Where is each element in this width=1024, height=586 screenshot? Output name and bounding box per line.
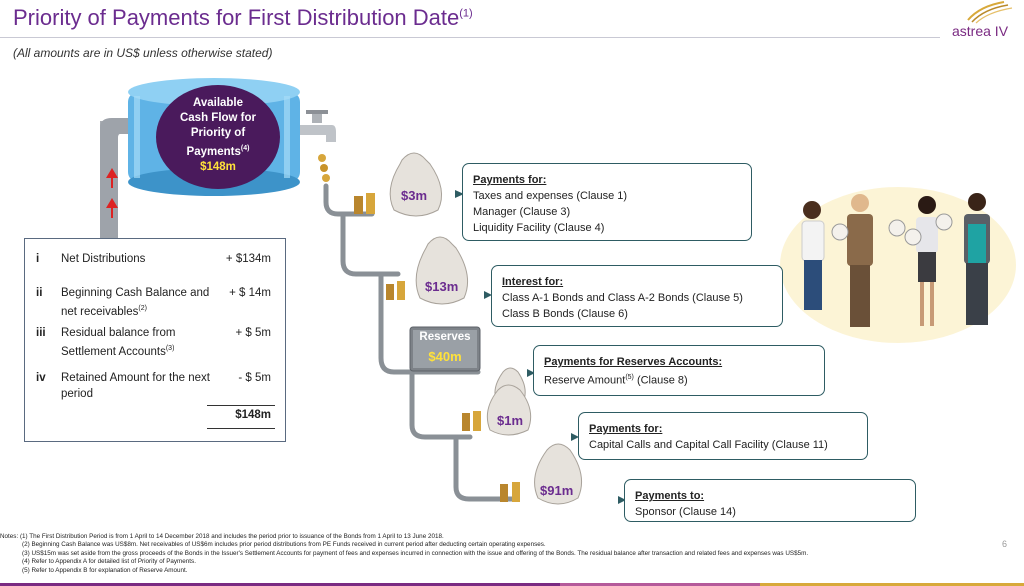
payment-box: Payments to: Sponsor (Clause 14) [624,479,916,522]
safe-icon [409,326,481,372]
payment-amount: $1m [497,413,524,428]
available-cash-flow-label: Available Cash Flow for Priority of Paym… [163,96,273,175]
title-divider [0,37,940,38]
page-number: 6 [1002,539,1008,549]
logo [946,0,1024,45]
payment-box: Interest for: Class A-1 Bonds and Class … [491,265,783,327]
coin-stack-icon [354,193,520,502]
page-title: Priority of Payments for First Distribut… [13,5,473,30]
payment-box: Payments for: Taxes and expenses (Clause… [462,163,752,241]
payment-box: Payments for: Capital Calls and Capital … [578,412,868,460]
flow-arrows [455,190,626,504]
people-illustration [780,187,1016,343]
available-cash-amount: $148m [200,160,236,173]
payment-amount: $91m [540,483,574,498]
cash-sources-table: i Net Distributions + $134m ii Beginning… [24,238,286,442]
tap-icon [300,110,336,142]
payment-amount: $13m [425,279,459,294]
pipe-icon [100,118,136,241]
flow-pipe [323,183,517,502]
falling-coins-icon [318,154,330,182]
currency-note: (All amounts are in US$ unless otherwise… [13,46,273,60]
sources-total: $148m [235,409,271,421]
money-bag-icon [389,152,583,505]
reserves-label: Reserves [419,331,471,343]
payment-box: Payments for Reserves Accounts: Reserve … [533,345,825,396]
payment-amount: $40m [428,349,462,364]
footer-bar [0,583,1024,586]
total-rule [207,428,275,429]
payment-amount: $3m [401,188,428,203]
water-tank-icon [128,78,300,196]
logo-swoosh-icon [967,1,1013,24]
footnotes: Notes: (1) The First Distribution Period… [0,533,809,574]
total-rule [207,405,275,406]
logo-text: astrea IV [952,23,1009,39]
